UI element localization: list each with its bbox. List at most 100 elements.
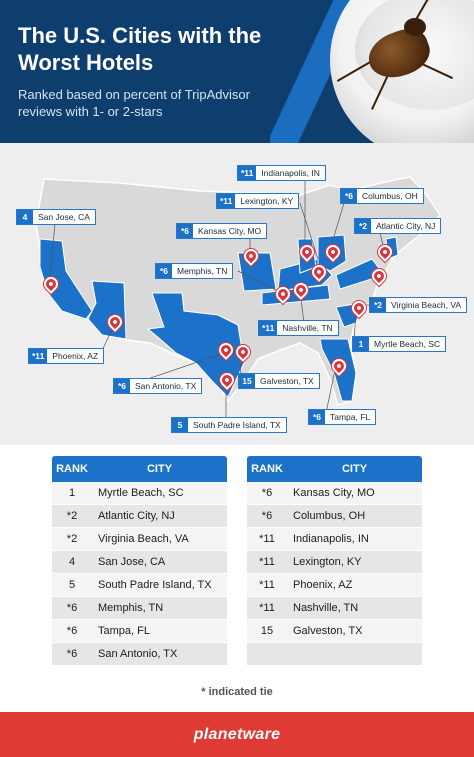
callout-city: San Jose, CA [38, 212, 90, 222]
callout-city: Nashville, TN [282, 323, 333, 333]
city-cell: Indianapolis, IN [293, 533, 369, 545]
callout-city: Myrtle Beach, SC [374, 339, 441, 349]
callout-rank: *11 [259, 321, 278, 335]
callout-city: Indianapolis, IN [261, 168, 320, 178]
callout-city: San Antonio, TX [135, 381, 197, 391]
callout-rank: *2 [355, 219, 371, 233]
table-row: *2 Atlantic City, NJ [52, 505, 227, 528]
rank-table-right: RANK CITY *6 Kansas City, MO *6 Columbus, … [247, 456, 422, 666]
city-header: CITY [146, 463, 173, 475]
callout-city: Kansas City, MO [198, 226, 262, 236]
rank-cell: *6 [66, 602, 78, 614]
state-arizona [87, 280, 127, 340]
map-callout: *2 Atlantic City, NJ [354, 218, 442, 234]
map-callout: *2 Virginia Beach, VA [369, 297, 468, 313]
table-row: *6 Kansas City, MO [247, 482, 422, 505]
callout-city: Virginia Beach, VA [391, 300, 462, 310]
table-row: *6 San Antonio, TX [52, 643, 227, 666]
table-header: RANK CITY [247, 456, 422, 482]
rank-cell: 4 [68, 556, 76, 568]
page-title: The U.S. Cities with the Worst Hotels [18, 23, 262, 75]
map-callout: *6 Kansas City, MO [176, 223, 268, 239]
table-row: *2 Virginia Beach, VA [52, 528, 227, 551]
city-cell: Memphis, TN [98, 602, 164, 614]
map-callout: *6 Memphis, TN [155, 263, 234, 279]
state-texas [146, 292, 245, 398]
rank-cell: *11 [259, 556, 275, 568]
table-body: 1 Myrtle Beach, SC *2 Atlantic City, NJ *2… [52, 482, 227, 666]
table-row: *6 Columbus, OH [247, 505, 422, 528]
map-callout: 15 Galveston, TX [238, 373, 320, 389]
table-row: 4 San Jose, CA [52, 551, 227, 574]
rank-cell: *2 [66, 533, 78, 545]
callout-rank: *6 [156, 264, 172, 278]
callout-rank: *6 [177, 224, 193, 238]
planetware-logo[interactable]: planetware [193, 725, 281, 743]
city-cell: Galveston, TX [293, 625, 363, 637]
callout-city: Columbus, OH [362, 191, 418, 201]
rank-cell: *6 [66, 625, 78, 637]
map-callout: *11 Indianapolis, IN [237, 165, 326, 181]
city-cell: Nashville, TN [293, 602, 359, 614]
rank-header: RANK [251, 463, 283, 475]
callout-city: Memphis, TN [177, 266, 228, 276]
map-callout: *11 Nashville, TN [258, 320, 339, 336]
city-cell: South Padre Island, TX [98, 579, 212, 591]
page-subtitle: Ranked based on percent of TripAdvisor r… [18, 87, 250, 119]
city-header: CITY [341, 463, 368, 475]
city-cell: Atlantic City, NJ [98, 510, 175, 522]
rank-cell: *11 [259, 579, 275, 591]
map-callout: *11 Lexington, KY [216, 193, 300, 209]
table-row: 1 Myrtle Beach, SC [52, 482, 227, 505]
rank-cell: *11 [259, 602, 275, 614]
callout-rank: 1 [353, 337, 369, 351]
table-row: *6 Memphis, TN [52, 597, 227, 620]
callout-rank: *2 [370, 298, 386, 312]
map-callout: *11 Phoenix, AZ [28, 348, 105, 364]
callout-rank: *6 [309, 410, 325, 424]
footer-bar: planetware [0, 712, 474, 757]
callout-city: Atlantic City, NJ [376, 221, 436, 231]
table-row: 5 South Padre Island, TX [52, 574, 227, 597]
rank-cell: *6 [261, 510, 273, 522]
callout-rank: 15 [239, 374, 255, 388]
rank-cell: *11 [259, 533, 275, 545]
callout-city: Phoenix, AZ [52, 351, 99, 361]
table-row: *11 Phoenix, AZ [247, 574, 422, 597]
map-callout: 1 Myrtle Beach, SC [352, 336, 447, 352]
us-map-shape [35, 176, 441, 425]
city-cell: San Jose, CA [98, 556, 166, 568]
city-cell: Lexington, KY [293, 556, 362, 568]
rank-header: RANK [56, 463, 88, 475]
city-cell: Tampa, FL [98, 625, 150, 637]
header-banner: The U.S. Cities with the Worst Hotels Ra… [0, 0, 474, 143]
city-cell: Virginia Beach, VA [98, 533, 189, 545]
cockroach-head [404, 18, 426, 36]
state-california [39, 238, 93, 320]
map-callout: *6 Tampa, FL [308, 409, 377, 425]
tie-footnote: * indicated tie [201, 686, 273, 698]
callout-rank: *11 [217, 194, 236, 208]
city-cell: Phoenix, AZ [293, 579, 353, 591]
rank-cell: *6 [261, 487, 273, 499]
table-header: RANK CITY [52, 456, 227, 482]
table-row: *6 Tampa, FL [52, 620, 227, 643]
callout-rank: *11 [238, 166, 257, 180]
city-cell: San Antonio, TX [98, 648, 178, 660]
table-row: *11 Nashville, TN [247, 597, 422, 620]
city-cell: Myrtle Beach, SC [98, 487, 184, 499]
callout-city: Galveston, TX [260, 376, 314, 386]
table-row: *11 Lexington, KY [247, 551, 422, 574]
map-callout: 5 South Padre Island, TX [171, 417, 287, 433]
map-callout: *6 San Antonio, TX [113, 378, 203, 394]
callout-city: South Padre Island, TX [193, 420, 281, 430]
us-map: *11 Indianapolis, IN *11 Lexington, KY *… [0, 143, 474, 445]
callout-rank: 4 [17, 210, 33, 224]
rank-cell: 15 [260, 625, 274, 637]
table-row [247, 643, 422, 666]
callout-rank: 5 [172, 418, 188, 432]
rank-table-left: RANK CITY 1 Myrtle Beach, SC *2 Atlantic C… [52, 456, 227, 666]
callout-rank: *6 [341, 189, 357, 203]
table-row: 15 Galveston, TX [247, 620, 422, 643]
callout-city: Lexington, KY [240, 196, 294, 206]
